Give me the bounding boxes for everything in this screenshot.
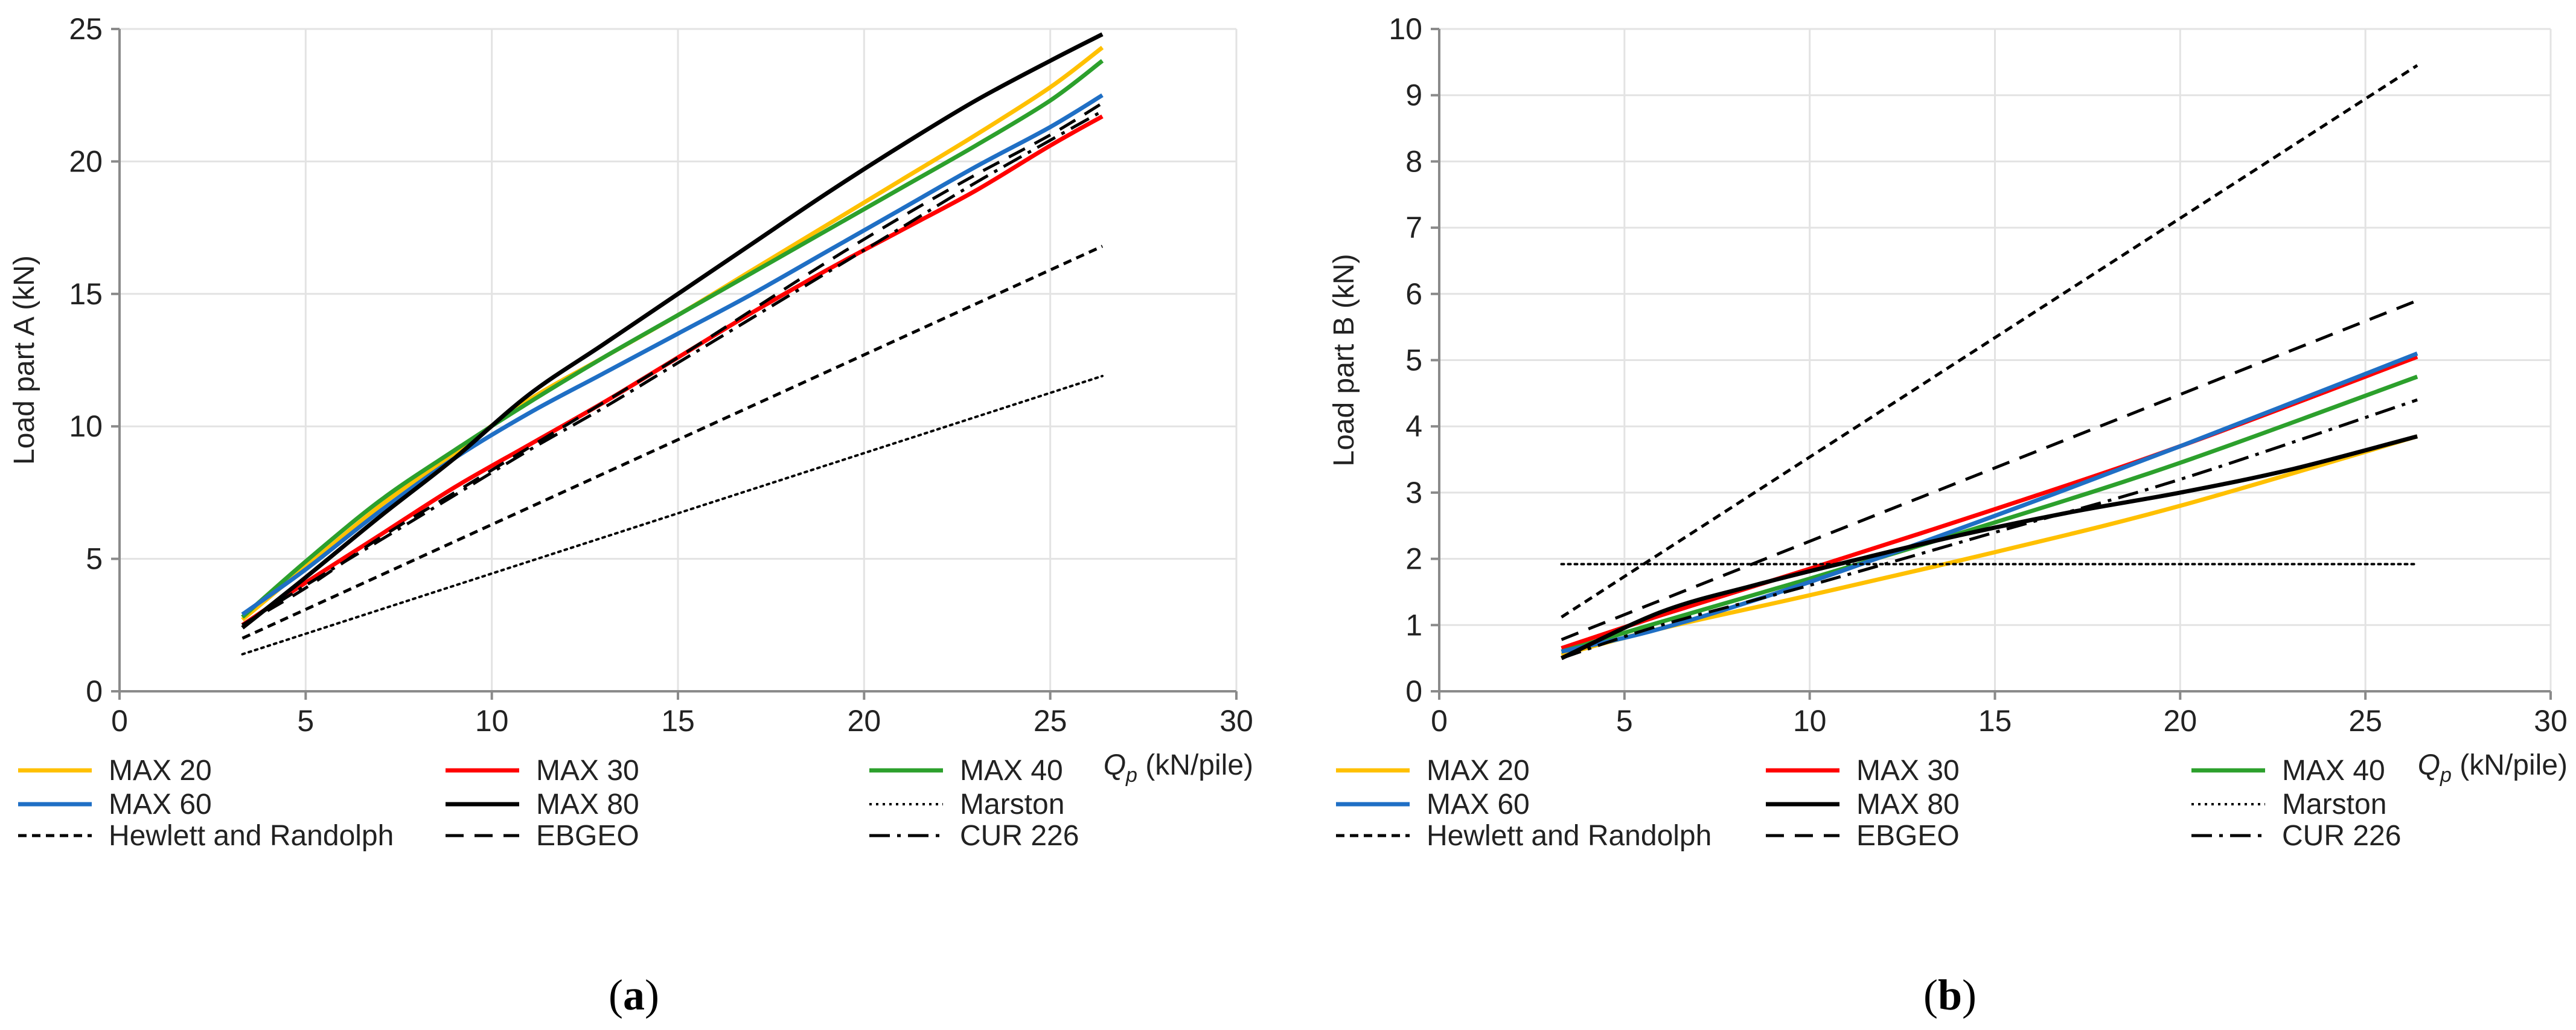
series-line-cur-226 <box>1561 398 2418 660</box>
x-tick-label: 30 <box>2534 704 2568 738</box>
series-line-max-60 <box>1561 351 2418 654</box>
x-tick-label: 0 <box>1431 704 1448 738</box>
legend-label: CUR 226 <box>960 820 1079 852</box>
x-axis-label: Qp (kN/pile) <box>1104 749 1253 787</box>
legend-label: MAX 80 <box>536 788 639 820</box>
x-tick-label: 5 <box>297 704 314 738</box>
x-tick-label: 25 <box>2348 704 2382 738</box>
panel-label: (b) <box>1923 971 1977 1019</box>
y-tick-label: 25 <box>69 12 103 46</box>
series-line-max-30 <box>241 114 1104 627</box>
legend-label: MAX 60 <box>109 788 212 820</box>
legend-label: Hewlett and Randolph <box>1427 820 1711 852</box>
x-tick-label: 20 <box>848 704 881 738</box>
y-tick-label: 3 <box>1405 476 1422 510</box>
series-line-max-40 <box>241 59 1104 619</box>
y-tick-label: 0 <box>86 674 103 708</box>
legend-label: CUR 226 <box>2282 820 2401 852</box>
x-label-var: Q <box>2418 749 2440 781</box>
legend-label: Marston <box>2282 788 2386 820</box>
y-tick-label: 5 <box>1405 344 1422 377</box>
y-tick-label: 0 <box>1405 674 1422 708</box>
y-tick-label: 2 <box>1405 542 1422 576</box>
y-tick-label: 10 <box>69 409 103 443</box>
y-tick-label: 5 <box>86 542 103 576</box>
y-tick-label: 1 <box>1405 608 1422 642</box>
series-line-hewlett-and-randolph <box>241 245 1104 640</box>
series-line-max-60 <box>241 93 1104 616</box>
x-axis-label: Qp (kN/pile) <box>2418 749 2568 787</box>
panel-label: (a) <box>609 971 659 1019</box>
x-label-var: Q <box>1104 749 1126 781</box>
x-tick-label: 10 <box>475 704 509 738</box>
legend-label: MAX 40 <box>2282 755 2385 787</box>
x-tick-label: 0 <box>111 704 128 738</box>
legend-label: MAX 60 <box>1427 788 1530 820</box>
y-axis-label: Load part B (kN) <box>1328 254 1360 466</box>
series-line-max-40 <box>1561 374 2418 654</box>
panel-letter: a <box>623 971 645 1019</box>
y-tick-label: 15 <box>69 277 103 311</box>
series-line-max-80 <box>241 32 1104 630</box>
legend-label: Hewlett and Randolph <box>109 820 394 852</box>
x-tick-label: 20 <box>2164 704 2197 738</box>
x-label-unit: (kN/pile) <box>2452 749 2568 781</box>
series-line-ebgeo <box>1561 299 2418 641</box>
y-tick-label: 6 <box>1405 277 1422 311</box>
series-line-max-80 <box>1561 434 2418 661</box>
legend-label: MAX 80 <box>1856 788 1960 820</box>
x-label-unit: (kN/pile) <box>1137 749 1253 781</box>
legend-label: EBGEO <box>1856 820 1960 852</box>
y-tick-label: 20 <box>69 144 103 178</box>
legend-label: MAX 40 <box>960 755 1063 787</box>
series-line-ebgeo <box>241 101 1104 627</box>
y-tick-label: 10 <box>1389 12 1422 46</box>
legend-label: MAX 30 <box>536 755 639 787</box>
panel-paren-open: ( <box>609 971 623 1019</box>
x-tick-label: 5 <box>1616 704 1633 738</box>
panel-paren-close: ) <box>1962 971 1977 1019</box>
legend-label: MAX 20 <box>1427 755 1530 787</box>
series-line-marston <box>241 374 1104 656</box>
legend-label: EBGEO <box>536 820 639 852</box>
x-tick-label: 15 <box>1978 704 2012 738</box>
legend-label: Marston <box>960 788 1064 820</box>
series-line-max-30 <box>1561 354 2418 651</box>
y-axis-label: Load part A (kN) <box>8 255 40 465</box>
x-label-subscript: p <box>1125 764 1137 787</box>
panel-paren-open: ( <box>1923 971 1938 1019</box>
series-line-cur-226 <box>241 109 1104 627</box>
legend-label: MAX 30 <box>1856 755 1960 787</box>
chart-panel-b: 0 1 2 3 4 5 6 7 8 9 10 0 5 10 15 20 25 30 Load part B (kN)… <box>1328 12 2568 1019</box>
x-label-subscript: p <box>2440 764 2452 787</box>
y-tick-label: 9 <box>1405 78 1422 112</box>
x-tick-label: 30 <box>1219 704 1253 738</box>
panel-letter: b <box>1938 971 1962 1019</box>
y-tick-label: 8 <box>1405 144 1422 178</box>
x-tick-label: 10 <box>1793 704 1827 738</box>
y-tick-label: 7 <box>1405 211 1422 245</box>
y-tick-label: 4 <box>1405 409 1422 443</box>
panel-paren-close: ) <box>645 971 659 1019</box>
chart-panel-a: 0 5 10 15 20 25 0 5 10 15 20 25 30 Load part A (kN) Qp… <box>8 12 1253 1019</box>
legend-label: MAX 20 <box>109 755 212 787</box>
x-tick-label: 25 <box>1034 704 1067 738</box>
x-tick-label: 15 <box>661 704 695 738</box>
series-line-hewlett-and-randolph <box>1561 64 2418 619</box>
series-line-max-20 <box>241 45 1104 622</box>
